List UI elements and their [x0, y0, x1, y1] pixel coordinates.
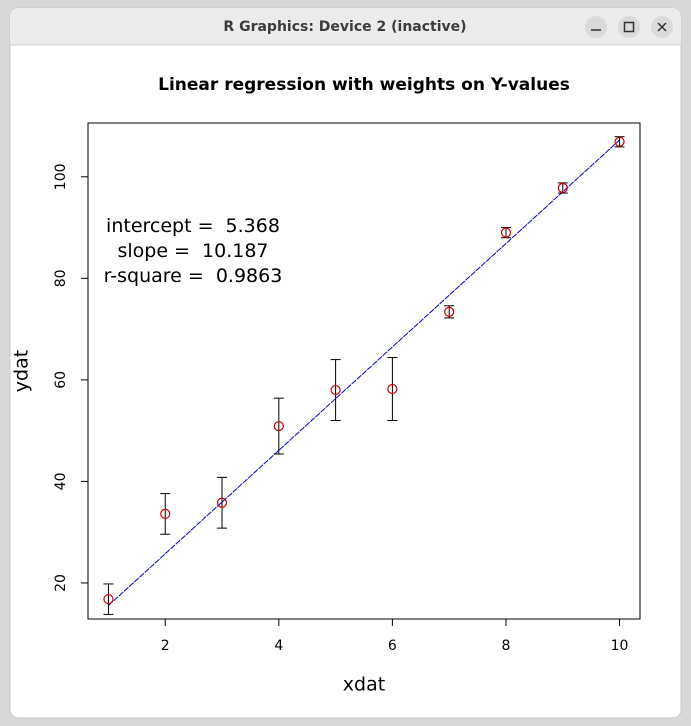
data-point — [500, 227, 512, 238]
data-point — [103, 594, 114, 605]
x-tick-label: 6 — [388, 638, 397, 654]
data-point — [444, 306, 455, 317]
minimize-button[interactable] — [585, 16, 607, 38]
annotation-value: 0.9863 — [216, 265, 282, 287]
window-body — [9, 7, 682, 719]
maximize-button[interactable] — [618, 16, 640, 38]
annotation-label: intercept = — [106, 215, 220, 237]
close-button[interactable] — [651, 16, 673, 38]
data-point — [614, 136, 625, 147]
r-square-annotation: r-square = 0.9863 — [104, 265, 283, 287]
data-point — [330, 384, 341, 396]
x-axis-label: xdat — [343, 674, 385, 696]
x-tick-label: 10 — [611, 638, 629, 654]
window-title: R Graphics: Device 2 (inactive) — [223, 19, 466, 35]
data-point — [387, 383, 398, 395]
plot-box — [87, 122, 641, 620]
x-tick-label: 8 — [502, 638, 511, 654]
slope-annotation: slope = 10.187 — [117, 240, 268, 262]
annotation-label: r-square = — [104, 265, 210, 287]
regression-line — [108, 139, 620, 606]
y-axis-label: ydat — [11, 350, 33, 392]
y-tick-label: 60 — [53, 371, 69, 389]
y-tick-label: 20 — [53, 574, 69, 592]
y-tick-label: 80 — [53, 269, 69, 287]
y-tick-label: 100 — [53, 163, 69, 190]
x-tick-label: 4 — [274, 638, 283, 654]
data-point — [160, 508, 171, 520]
annotation-value: 10.187 — [202, 240, 268, 262]
data-point — [557, 182, 568, 194]
y-tick-label: 40 — [53, 473, 69, 491]
annotation-value: 5.368 — [226, 215, 280, 237]
intercept-annotation: intercept = 5.368 — [106, 215, 280, 237]
data-point — [273, 420, 284, 432]
title-bar — [10, 8, 681, 45]
annotation-label: slope = — [117, 240, 196, 262]
x-tick-label: 2 — [161, 638, 170, 654]
chart-title: Linear regression with weights on Y-valu… — [158, 75, 570, 95]
data-point — [216, 497, 228, 508]
